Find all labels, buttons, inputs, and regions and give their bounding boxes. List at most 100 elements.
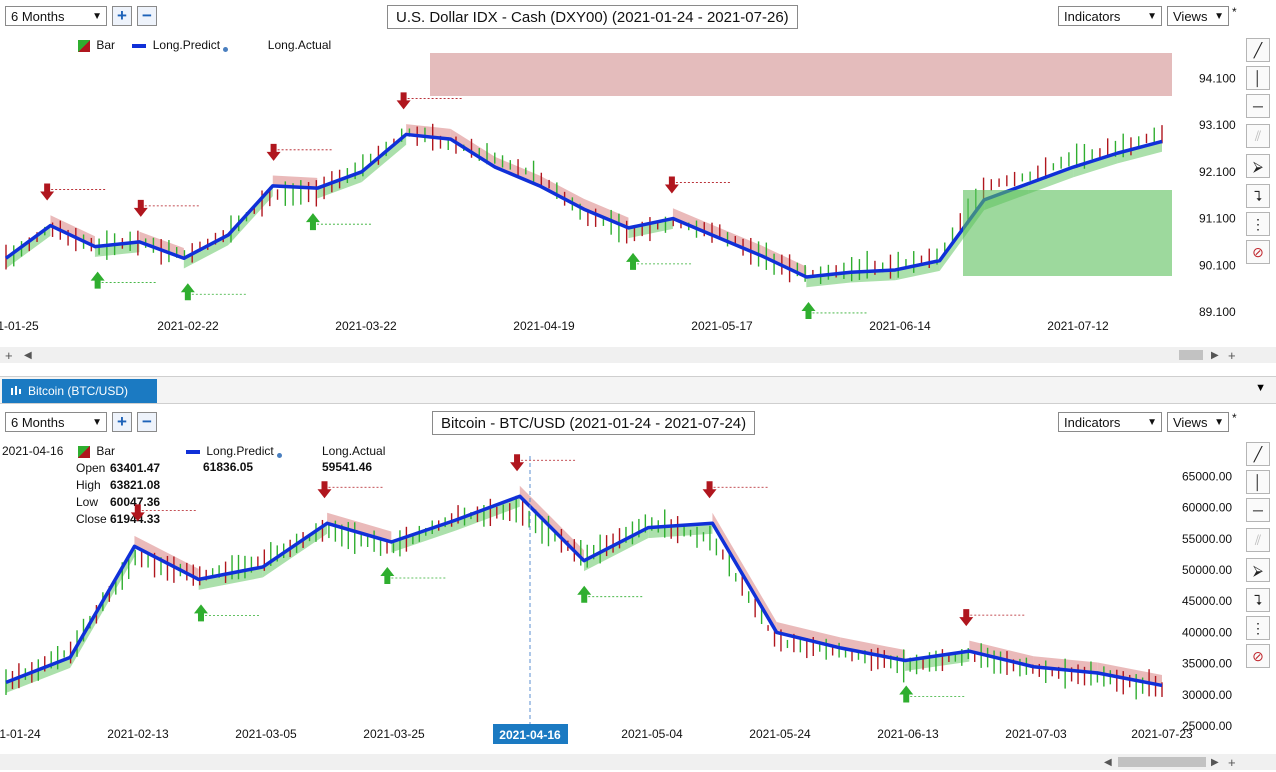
legend-predict-label: Long.Predict bbox=[206, 444, 274, 458]
plus-icon[interactable]: + bbox=[1228, 348, 1236, 363]
top-chart-title: U.S. Dollar IDX - Cash (DXY00) (2021-01-… bbox=[387, 5, 798, 29]
close-label: Close bbox=[76, 512, 107, 526]
bottom-zoom-out-button[interactable]: − bbox=[137, 412, 157, 432]
bottom-indicators-select[interactable]: Indicators ▼ bbox=[1058, 412, 1162, 432]
bottom-views-select[interactable]: Views ▼ bbox=[1167, 412, 1229, 432]
price-tick-label: 30000.00 bbox=[1182, 688, 1232, 702]
bottom-zoom-in-button[interactable]: + bbox=[112, 412, 132, 432]
bearish-band bbox=[272, 175, 318, 189]
vertical-line-tool-icon[interactable]: │ bbox=[1246, 66, 1270, 90]
top-scroll-thumb[interactable] bbox=[1179, 350, 1203, 360]
bullish-band bbox=[183, 234, 229, 269]
buy-arrow-icon bbox=[90, 271, 105, 289]
bearish-band bbox=[50, 215, 95, 247]
cursor-date-badge-label: 2021-04-16 bbox=[499, 728, 561, 742]
cursor-date-badge bbox=[493, 724, 568, 744]
chevron-down-icon: ▼ bbox=[1214, 417, 1224, 428]
step-tool-icon[interactable]: ⮧ bbox=[1246, 588, 1270, 612]
bullish-band bbox=[198, 566, 263, 590]
top-scrollbar[interactable]: + ◀ ▶ + bbox=[0, 347, 1276, 363]
vertical-line-tool-icon[interactable]: │ bbox=[1246, 470, 1270, 494]
horizontal-line-tool-icon[interactable]: ─ bbox=[1246, 498, 1270, 522]
dxy-price-chart[interactable]: 94.100 93.100 92.100 91.100 90.100 89.100 1-01… bbox=[0, 0, 1276, 376]
bottom-range-select[interactable]: 6 Months ▼ bbox=[5, 412, 107, 432]
trendline-tool-icon[interactable]: ╱ bbox=[1246, 38, 1270, 62]
bar-swatch-icon bbox=[78, 39, 90, 52]
chevron-down-icon: ▼ bbox=[92, 417, 102, 428]
chart-tab-bar: Bitcoin (BTC/USD) ▼ bbox=[0, 376, 1276, 404]
bearish-band bbox=[969, 640, 1034, 667]
bearish-band bbox=[672, 208, 718, 238]
ray-tool-icon[interactable]: ⫽ bbox=[1246, 528, 1270, 552]
high-label: High bbox=[76, 478, 101, 492]
chevron-down-icon: ▼ bbox=[1147, 417, 1157, 428]
support-zone bbox=[963, 190, 1172, 276]
dxy-chart-pane: 6 Months ▼ + − U.S. Dollar IDX - Cash (D… bbox=[0, 0, 1276, 376]
bearish-band bbox=[539, 175, 584, 210]
date-tick-label: 2021-02-22 bbox=[157, 319, 219, 333]
legend-dot-icon bbox=[223, 47, 229, 52]
btc-price-chart[interactable]: 65000.00 60000.00 55000.00 50000.00 45000.00… bbox=[0, 404, 1276, 772]
top-indicators-select[interactable]: Indicators ▼ bbox=[1058, 6, 1162, 26]
tab-bitcoin[interactable]: Bitcoin (BTC/USD) bbox=[2, 379, 157, 403]
low-value: 60047.36 bbox=[110, 495, 161, 509]
bullish-band bbox=[70, 546, 135, 668]
price-tick-label: 40000.00 bbox=[1182, 625, 1232, 639]
legend-actual-label: Long.Actual bbox=[322, 444, 386, 458]
buy-arrow-icon bbox=[380, 566, 395, 584]
legend-dot-icon bbox=[277, 453, 283, 458]
bottom-scroll-thumb[interactable] bbox=[1118, 757, 1206, 767]
cursor-tool-icon[interactable]: ⮚ bbox=[1246, 558, 1270, 582]
cursor-tool-icon[interactable]: ⮚ bbox=[1246, 154, 1270, 178]
bullish-band bbox=[850, 269, 896, 283]
bullish-band bbox=[455, 496, 520, 531]
date-tick-label: 2021-05-17 bbox=[691, 319, 753, 333]
bullish-band bbox=[584, 527, 649, 572]
price-tick-label: 55000.00 bbox=[1182, 532, 1232, 546]
bullish-band bbox=[94, 241, 140, 257]
bullish-band bbox=[806, 272, 851, 288]
more-tools-icon[interactable]: ⋮ bbox=[1246, 212, 1270, 236]
date-tick-label: 2021-06-14 bbox=[869, 319, 931, 333]
plus-icon[interactable]: + bbox=[1228, 755, 1236, 770]
price-tick-label: 89.100 bbox=[1199, 305, 1236, 319]
top-views-select[interactable]: Views ▼ bbox=[1167, 6, 1229, 26]
top-zoom-in-button[interactable]: + bbox=[112, 6, 132, 26]
btc-chart-pane: 6 Months ▼ + − Bitcoin - BTC/USD (2021-0… bbox=[0, 404, 1276, 772]
more-tools-icon[interactable]: ⋮ bbox=[1246, 616, 1270, 640]
step-tool-icon[interactable]: ⮧ bbox=[1246, 184, 1270, 208]
top-zoom-out-button[interactable]: − bbox=[137, 6, 157, 26]
bearish-band bbox=[840, 637, 906, 661]
resistance-zone bbox=[430, 53, 1172, 96]
top-range-select[interactable]: 6 Months ▼ bbox=[5, 6, 107, 26]
bar-swatch-icon bbox=[78, 445, 90, 458]
sell-arrow-icon bbox=[396, 92, 411, 110]
ray-tool-icon[interactable]: ⫽ bbox=[1246, 124, 1270, 148]
high-value: 63821.08 bbox=[110, 478, 161, 492]
scroll-left-icon[interactable]: ◀ bbox=[24, 350, 32, 361]
legend-predict-label: Long.Predict bbox=[152, 38, 221, 52]
bullish-band bbox=[1073, 153, 1118, 178]
horizontal-line-tool-icon[interactable]: ─ bbox=[1246, 94, 1270, 118]
bottom-views-label: Views bbox=[1173, 415, 1208, 430]
sell-arrow-icon bbox=[959, 609, 974, 627]
bottom-legend-predict: Long.Predict bbox=[186, 444, 283, 458]
candlestick-icon bbox=[11, 386, 21, 395]
scroll-right-icon[interactable]: ▶ bbox=[1211, 757, 1219, 768]
plus-icon[interactable]: + bbox=[5, 348, 13, 363]
sell-arrow-icon bbox=[510, 454, 525, 472]
sell-arrow-icon bbox=[133, 199, 148, 217]
trendline-tool-icon[interactable]: ╱ bbox=[1246, 442, 1270, 466]
scroll-left-icon[interactable]: ◀ bbox=[1104, 757, 1112, 768]
buy-arrow-icon bbox=[899, 685, 914, 703]
price-tick-label: 45000.00 bbox=[1182, 594, 1232, 608]
erase-tool-icon[interactable]: ⊘ bbox=[1246, 644, 1270, 668]
date-tick-label: 1-01-25 bbox=[0, 319, 39, 333]
collapse-chevron-icon[interactable]: ▼ bbox=[1255, 382, 1266, 394]
ohlc-readout: Open 63401.47 High 63821.08 Low 60047.36 Cl… bbox=[76, 460, 160, 528]
erase-tool-icon[interactable]: ⊘ bbox=[1246, 240, 1270, 264]
date-tick-label: 2021-05-04 bbox=[621, 727, 683, 741]
scroll-right-icon[interactable]: ▶ bbox=[1211, 350, 1219, 361]
date-tick-label: 2021-02-13 bbox=[107, 727, 169, 741]
bottom-scrollbar[interactable]: ◀ ▶ + bbox=[0, 754, 1276, 770]
